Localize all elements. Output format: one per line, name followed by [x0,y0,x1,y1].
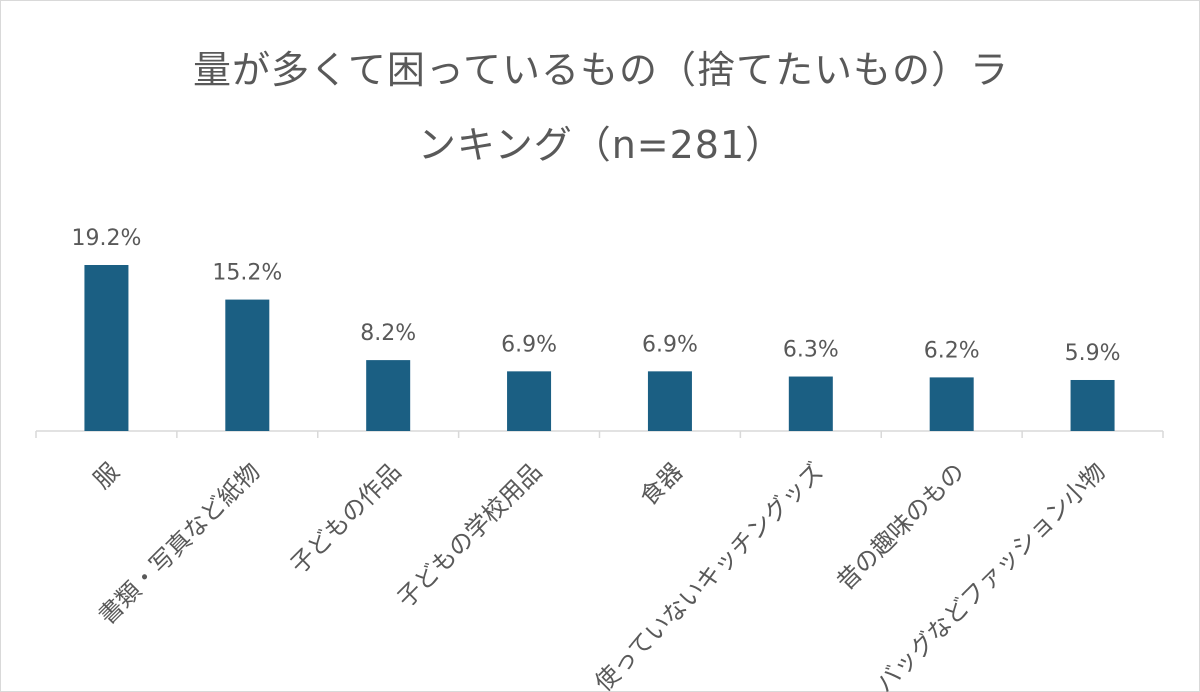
bar [788,376,833,431]
bar [507,371,552,431]
x-tick-label: 子どもの学校用品 [392,457,548,613]
x-tick-label: 子どもの作品 [285,457,407,579]
data-label: 15.2% [212,261,282,286]
data-label: 6.3% [783,338,839,363]
x-tick-label: 昔の趣味のもの [831,457,970,596]
chart-title-line-2: ンキング（n=281） [417,123,785,167]
bar [366,360,411,431]
chart-title-line-1: 量が多くて困っているもの（捨てたいもの）ラ [193,48,1009,92]
bar [929,377,974,431]
bar [1070,379,1115,431]
x-tick-label: 服 [88,457,125,494]
data-label: 6.9% [501,332,557,357]
x-tick-label: バッグなどファッション小物 [870,457,1110,692]
bar [647,371,692,431]
x-tick-label: 食器 [634,457,688,511]
data-label: 6.9% [642,332,698,357]
data-label: 6.2% [924,338,980,363]
bar [84,265,129,431]
data-label: 19.2% [71,226,141,251]
x-tick-label: 使っていないキッチングッズ [589,457,829,692]
x-tick-label: 書類・写真など紙物 [93,457,266,630]
bar [225,299,270,431]
data-label: 8.2% [360,321,416,346]
data-label: 5.9% [1065,341,1121,366]
